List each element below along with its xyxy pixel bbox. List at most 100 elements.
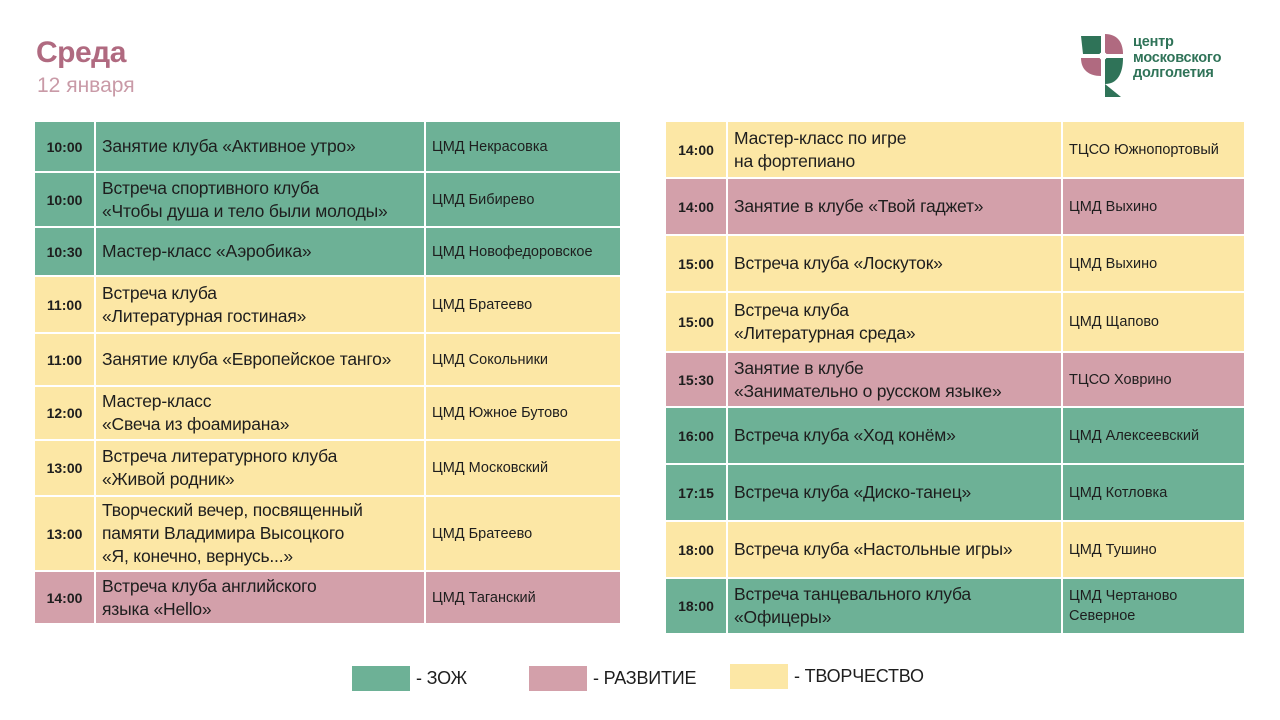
event-place-line: ЦМД Бибирево [432, 191, 535, 208]
event-time: 15:30 [666, 353, 728, 408]
event-title-line: Творческий вечер, посвященный [102, 500, 363, 520]
event-place-line: ЦМД Котловка [1069, 484, 1168, 501]
event-place: ЦМД Чертаново Северное [1063, 579, 1244, 635]
event-title-line: «Свеча из фоамирана» [102, 414, 290, 434]
event-title: Встреча литературного клуба «Живой родник… [96, 441, 426, 497]
table-row: 12:00 Мастер-класс «Свеча из фоамирана» ЦМД… [35, 387, 620, 441]
event-title-line: «Чтобы душа и тело были молоды» [102, 200, 388, 221]
event-title: Занятие клуба «Активное утро» [96, 122, 426, 173]
event-place-line: ЦМД Некрасовка [432, 138, 548, 155]
event-title-line: Мастер-класс [102, 391, 212, 411]
table-row: 14:00 Занятие в клубе «Твой гаджет» ЦМД Вы… [666, 179, 1244, 236]
legend-item-zozh: - ЗОЖ [352, 666, 467, 691]
event-place-line: ЦМД Московский [432, 460, 549, 476]
event-title: Встреча клуба «Литературная среда» [728, 293, 1063, 353]
event-place: ЦМД Тушино [1063, 522, 1244, 579]
legend-label: - ЗОЖ [416, 668, 467, 688]
event-time: 17:15 [666, 465, 728, 522]
event-place-line: ЦМД Щапово [1069, 314, 1159, 330]
event-title-line: памяти Владимира Высоцкого [102, 523, 345, 543]
event-place: ЦМД Московский [426, 441, 620, 497]
event-time: 14:00 [666, 179, 728, 236]
event-title-line: Встреча клуба «Ход конём» [734, 425, 956, 445]
logo-line: центр [1133, 34, 1174, 50]
schedule-table-right: 14:00 Мастер-класс по игре на фортепиано ТЦ… [666, 122, 1244, 635]
page-date: 12 января [37, 74, 135, 97]
event-time: 13:00 [35, 441, 96, 497]
event-place-line: Северное [1069, 608, 1136, 624]
event-place: ЦМД Некрасовка [426, 122, 620, 173]
legend-swatch [730, 664, 788, 689]
event-title: Встреча танцевального клуба «Офицеры» [728, 579, 1063, 635]
event-title: Занятие клуба «Европейское танго» [96, 334, 426, 387]
legend-label: - РАЗВИТИЕ [593, 668, 697, 688]
event-place-line: ЦМД Выхино [1069, 198, 1158, 215]
table-row: 16:00 Встреча клуба «Ход конём» ЦМД Алексе… [666, 408, 1244, 465]
event-title-line: «Литературная среда» [734, 323, 916, 343]
event-place: ЦМД Выхино [1063, 236, 1244, 293]
event-place: ЦМД Таганский [426, 572, 620, 625]
event-title-line: Встреча клуба английского [102, 575, 317, 596]
event-place-line: ЦМД Новофедоровское [432, 243, 593, 260]
event-title-line: «Занимательно о русском языке» [734, 380, 1002, 401]
event-title: Встреча клуба «Литературная гостиная» [96, 277, 426, 334]
event-place: ЦМД Выхино [1063, 179, 1244, 236]
table-row: 17:15 Встреча клуба «Диско-танец» ЦМД Котл… [666, 465, 1244, 522]
event-title-line: Занятие клуба «Европейское танго» [102, 349, 392, 369]
event-title-line: Занятие в клубе «Твой гаджет» [734, 196, 984, 216]
event-place-line: ЦМД Таганский [432, 589, 536, 606]
event-place: ТЦСО Ховрино [1063, 353, 1244, 408]
event-title: Мастер-класс «Свеча из фоамирана» [96, 387, 426, 441]
table-row: 15:00 Встреча клуба «Литературная среда» ЦМ… [666, 293, 1244, 353]
event-title-line: Встреча клуба [734, 300, 849, 320]
event-place-line: ЦМД Алексеевский [1069, 427, 1200, 444]
event-title-line: «Литературная гостиная» [102, 305, 307, 326]
event-time: 16:00 [666, 408, 728, 465]
event-title-line: Мастер-класс по игре [734, 127, 907, 148]
event-place-line: ЦМД Братеево [432, 296, 533, 313]
event-time: 14:00 [666, 122, 728, 179]
event-place: ТЦСО Южнопортовый [1063, 122, 1244, 179]
event-title-line: Встреча клуба «Лоскуток» [734, 253, 943, 273]
event-time: 13:00 [35, 497, 96, 572]
table-row: 13:00 Творческий вечер, посвященный памяти… [35, 497, 620, 572]
event-title: Встреча клуба «Диско-танец» [728, 465, 1063, 522]
event-place: ЦМД Новофедоровское [426, 228, 620, 277]
table-row: 10:00 Встреча спортивного клуба «Чтобы душ… [35, 173, 620, 228]
logo-line: московского [1133, 49, 1222, 66]
event-title-line: «Живой родник» [102, 469, 235, 489]
legend-item-creativity: - ТВОРЧЕСТВО [730, 664, 924, 689]
event-title: Встреча клуба «Ход конём» [728, 408, 1063, 465]
table-row: 18:00 Встреча клуба «Настольные игры» ЦМД … [666, 522, 1244, 579]
event-title-line: Встреча спортивного клуба [102, 177, 319, 198]
event-place-line: ЦМД Братеево [432, 525, 533, 542]
event-place-line: ЦМД Тушино [1069, 541, 1157, 558]
event-place-line: ТЦСО Южнопортовый [1069, 141, 1219, 158]
table-row: 11:00 Встреча клуба «Литературная гостиная… [35, 277, 620, 334]
event-title: Занятие в клубе «Твой гаджет» [728, 179, 1063, 236]
event-title: Встреча спортивного клуба «Чтобы душа и т… [96, 173, 426, 228]
logo: центр московского долголетия [1081, 34, 1251, 98]
event-title-line: Мастер-класс «Аэробика» [102, 241, 312, 261]
event-time: 12:00 [35, 387, 96, 441]
event-place: ЦМД Бибирево [426, 173, 620, 228]
event-place-line: ТЦСО Ховрино [1069, 371, 1172, 388]
event-place-line: ЦМД Южное Бутово [432, 405, 568, 421]
legend-item-development: - РАЗВИТИЕ [529, 666, 697, 691]
event-place-line: ЦМД Выхино [1069, 255, 1158, 272]
event-title-line: языка «Hello» [102, 598, 212, 619]
event-time: 15:00 [666, 293, 728, 353]
legend-swatch [529, 666, 587, 691]
event-place-line: ЦМД Сокольники [432, 351, 549, 368]
event-place: ЦМД Сокольники [426, 334, 620, 387]
event-place: ЦМД Братеево [426, 277, 620, 334]
event-title-line: «Я, конечно, вернусь...» [102, 546, 293, 566]
event-time: 10:30 [35, 228, 96, 277]
event-place: ЦМД Щапово [1063, 293, 1244, 353]
table-row: 15:30 Занятие в клубе «Занимательно о русс… [666, 353, 1244, 408]
event-title: Занятие в клубе «Занимательно о русском я… [728, 353, 1063, 408]
event-title-line: Занятие клуба «Активное утро» [102, 136, 356, 156]
event-title-line: Встреча клуба [102, 282, 217, 303]
table-row: 10:00 Занятие клуба «Активное утро» ЦМД Не… [35, 122, 620, 173]
event-place: ЦМД Алексеевский [1063, 408, 1244, 465]
